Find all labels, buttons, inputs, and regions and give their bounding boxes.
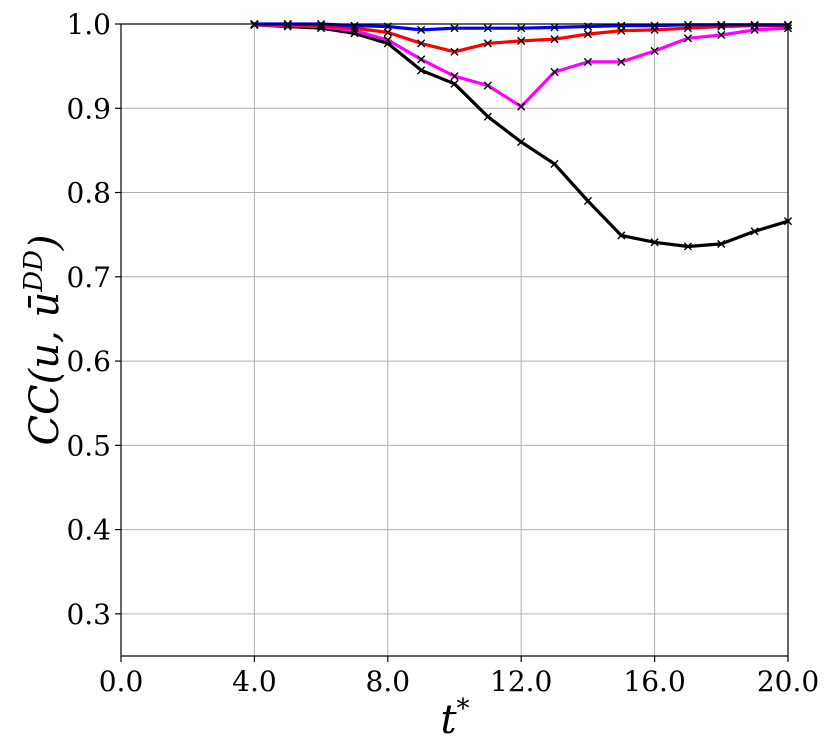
data-point-marker	[483, 24, 492, 33]
data-point-marker	[383, 28, 392, 37]
ticks	[115, 23, 789, 662]
tick-labels: 0.0 4.0 8.0 12.0 16.0 20.0 0.3 0.4 0.5 0.6 0.7 0.8 0…	[66, 8, 819, 698]
data-point-marker	[450, 79, 459, 88]
data-point-marker	[450, 47, 459, 56]
data-point-marker	[450, 72, 459, 81]
data-point-marker	[417, 39, 426, 48]
y-tick-label: 0.3	[66, 598, 111, 631]
y-tick-label: 0.7	[66, 261, 111, 294]
x-tick-label: 20.0	[757, 665, 819, 698]
data-point-marker	[617, 231, 626, 240]
data-point-marker	[417, 55, 426, 64]
x-tick-label: 12.0	[490, 665, 552, 698]
data-point-marker	[583, 196, 592, 206]
data-point-marker	[550, 67, 559, 77]
data-point-marker	[483, 81, 492, 90]
data-point-marker	[517, 102, 526, 111]
data-point-marker	[550, 35, 559, 44]
data-point-marker	[717, 20, 726, 29]
data-point-marker	[750, 227, 759, 236]
y-tick-label: 0.8	[66, 177, 111, 210]
data-point-marker	[383, 35, 392, 45]
y-tick-label: 1.0	[66, 8, 111, 41]
data-point-marker	[483, 39, 492, 48]
data-point-marker	[717, 239, 726, 249]
series-group	[250, 19, 793, 251]
x-axis-title: t*	[440, 694, 469, 743]
y-tick-label: 0.5	[66, 429, 111, 462]
data-point-marker	[450, 24, 459, 33]
y-axis-title: CC(u, ūDD)	[19, 234, 68, 445]
data-point-marker	[683, 34, 693, 43]
series-3	[250, 19, 793, 34]
data-point-marker	[583, 30, 592, 39]
grid	[120, 23, 789, 656]
data-point-marker	[417, 66, 426, 75]
data-point-marker	[550, 23, 559, 32]
data-point-marker	[583, 57, 592, 67]
data-point-marker	[650, 238, 659, 247]
data-point-marker	[550, 159, 559, 168]
y-tick-label: 0.4	[66, 514, 111, 547]
data-point-marker	[517, 24, 526, 33]
data-point-marker	[750, 20, 759, 29]
data-point-marker	[517, 36, 526, 45]
data-point-marker	[683, 20, 693, 29]
data-point-marker	[617, 21, 626, 30]
data-point-marker	[617, 57, 626, 67]
data-point-marker	[350, 21, 359, 30]
x-tick-label: 0.0	[99, 665, 144, 698]
x-tick-label: 4.0	[232, 665, 277, 698]
data-point-marker	[517, 137, 526, 147]
y-tick-label: 0.9	[66, 92, 111, 125]
data-point-marker	[483, 112, 492, 121]
x-tick-label: 8.0	[366, 665, 411, 698]
data-point-marker	[417, 25, 426, 34]
data-point-marker	[717, 30, 726, 40]
y-tick-label: 0.6	[66, 345, 111, 378]
data-point-marker	[650, 46, 659, 56]
x-tick-label: 16.0	[623, 665, 685, 698]
data-point-marker	[650, 21, 659, 30]
plot-frame	[120, 23, 789, 657]
data-point-marker	[683, 242, 693, 251]
